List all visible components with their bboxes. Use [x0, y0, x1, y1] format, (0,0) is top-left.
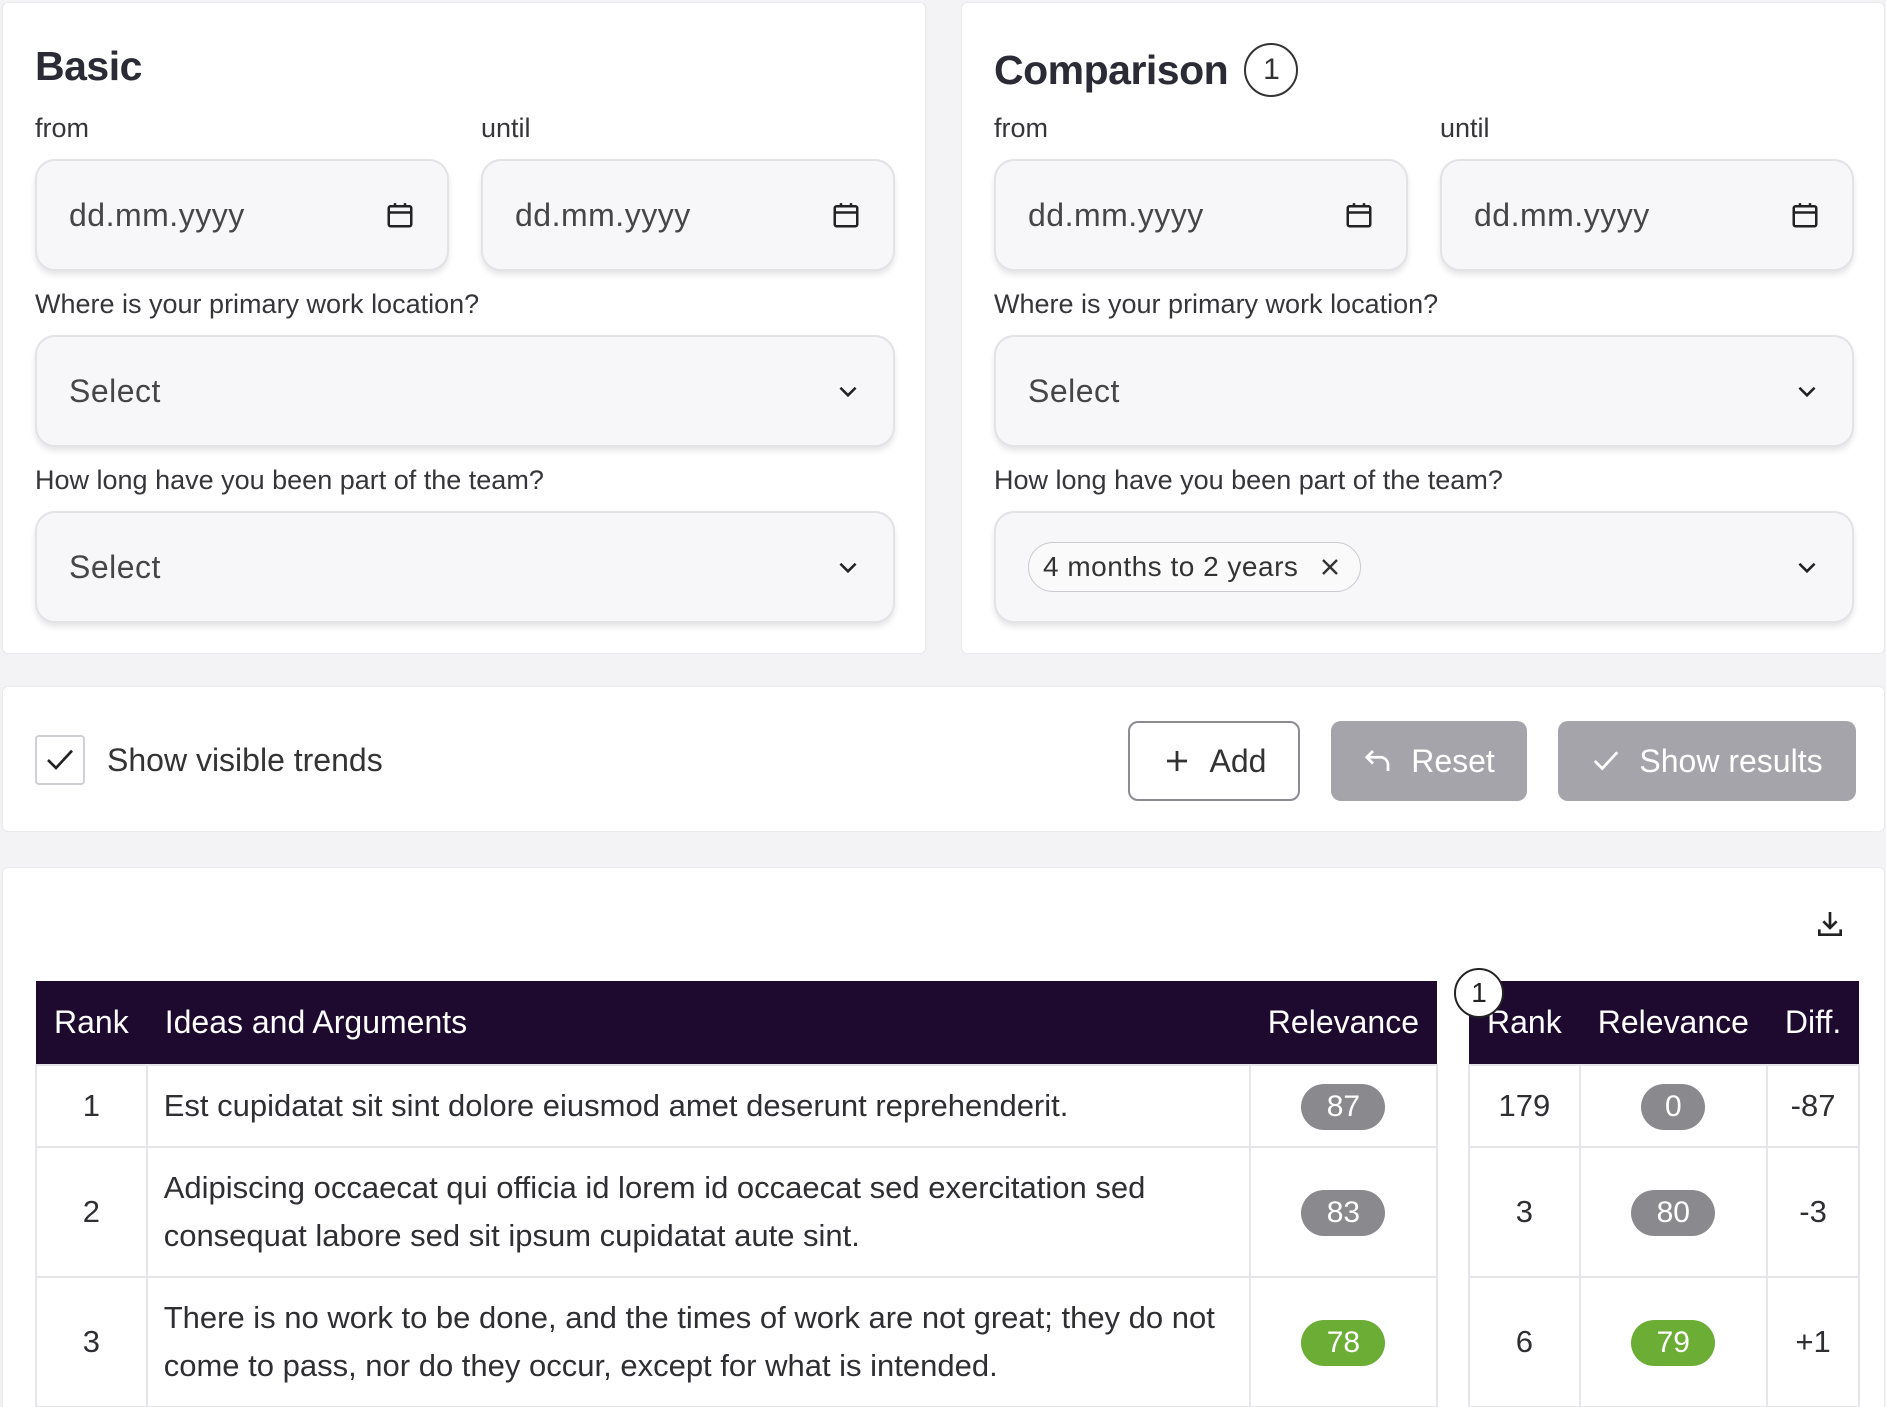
calendar-icon[interactable]: [1344, 200, 1374, 230]
reset-button-label: Reset: [1411, 742, 1495, 779]
show-results-button[interactable]: Show results: [1558, 721, 1856, 801]
from-date-input[interactable]: dd.mm.yyyy: [35, 159, 449, 271]
calendar-icon[interactable]: [1790, 200, 1820, 230]
comparison-count-badge: 1: [1244, 43, 1299, 97]
comparison-results-table: Rank Relevance Diff. 179 0 -87 3 80 -3 6…: [1468, 981, 1861, 1407]
table-row[interactable]: 1 Est cupidatat sit sint dolore eiusmod …: [35, 1064, 1439, 1148]
until-date-value: dd.mm.yyyy: [515, 196, 691, 233]
comparison-relevance-cell: 80: [1578, 1146, 1768, 1278]
idea-cell: There is no work to be done, and the tim…: [145, 1276, 1251, 1407]
table-header-row: Rank Relevance Diff.: [1469, 981, 1860, 1065]
tenure-question: How long have you been part of the team?: [35, 465, 544, 495]
comparison-tenure-select[interactable]: 4 months to 2 years: [994, 511, 1854, 623]
download-icon[interactable]: [1814, 908, 1846, 940]
comparison-rank-cell: 179: [1468, 1064, 1581, 1148]
relevance-cell: 83: [1248, 1146, 1439, 1278]
rank-cell: 2: [35, 1146, 148, 1278]
check-icon: [47, 749, 73, 770]
diff-cell: +1: [1765, 1276, 1861, 1407]
relevance-cell: 78: [1248, 1276, 1439, 1407]
table-row[interactable]: 179 0 -87: [1468, 1064, 1861, 1148]
add-button-label: Add: [1209, 742, 1267, 779]
comparison-filter-panel: Comparison 1 from until dd.mm.yyyy dd.mm…: [961, 2, 1885, 654]
comparison-location-select[interactable]: Select: [994, 335, 1854, 447]
until-date-input[interactable]: dd.mm.yyyy: [481, 159, 895, 271]
from-date-value: dd.mm.yyyy: [69, 196, 245, 233]
chevron-down-icon: [1798, 386, 1816, 398]
comparison-relevance-cell: 0: [1578, 1064, 1768, 1148]
table-row[interactable]: 3 80 -3: [1468, 1146, 1861, 1278]
diff-column-header[interactable]: Diff.: [1766, 981, 1860, 1065]
show-trends-checkbox[interactable]: [35, 735, 85, 785]
show-trends-label[interactable]: Show visible trends: [107, 742, 383, 778]
relevance-pill: 79: [1631, 1320, 1716, 1366]
relevance-pill: 83: [1301, 1190, 1386, 1236]
idea-cell: Adipiscing occaecat qui officia id lorem…: [145, 1146, 1251, 1278]
tenure-select-value: Select: [69, 548, 161, 585]
close-icon[interactable]: [1318, 555, 1342, 579]
basic-title: Basic: [35, 43, 142, 89]
rank-cell: 3: [35, 1276, 148, 1407]
comparison-from-date-input[interactable]: dd.mm.yyyy: [994, 159, 1408, 271]
diff-cell: -3: [1765, 1146, 1861, 1278]
plus-icon: [1166, 751, 1187, 771]
rank-column-header[interactable]: Rank: [36, 981, 147, 1065]
calendar-icon[interactable]: [385, 200, 415, 230]
until-date-value: dd.mm.yyyy: [1474, 196, 1650, 233]
comparison-rank-cell: 3: [1468, 1146, 1581, 1278]
relevance-cell: 87: [1248, 1064, 1439, 1148]
results-table: Rank Ideas and Arguments Relevance 1 Est…: [35, 981, 1439, 1407]
location-select[interactable]: Select: [35, 335, 895, 447]
location-select-value: Select: [1028, 372, 1120, 409]
chevron-down-icon: [839, 562, 857, 574]
tenure-question: How long have you been part of the team?: [994, 465, 1503, 495]
idea-cell: Est cupidatat sit sint dolore eiusmod am…: [145, 1064, 1251, 1148]
relevance-pill: 78: [1301, 1320, 1386, 1366]
diff-cell: -87: [1765, 1064, 1861, 1148]
results-panel: Rank Ideas and Arguments Relevance 1 Est…: [2, 867, 1885, 1407]
rank-cell: 1: [35, 1064, 148, 1148]
from-label: from: [35, 113, 89, 143]
comparison-until-date-input[interactable]: dd.mm.yyyy: [1440, 159, 1854, 271]
panel-title: Basic: [35, 43, 142, 90]
comparison-title: Comparison: [994, 46, 1229, 93]
calendar-icon[interactable]: [831, 200, 861, 230]
comparison-rank-column-header[interactable]: Rank: [1469, 981, 1580, 1065]
table-header-row: Rank Ideas and Arguments Relevance: [36, 981, 1437, 1065]
relevance-pill: 0: [1641, 1084, 1706, 1130]
chevron-down-icon: [1798, 562, 1816, 574]
comparison-relevance-cell: 79: [1578, 1276, 1768, 1407]
basic-filter-panel: Basic from until dd.mm.yyyy dd.mm.yyyy W…: [2, 2, 926, 654]
tenure-chip: 4 months to 2 years: [1028, 542, 1362, 592]
comparison-relevance-column-header[interactable]: Relevance: [1579, 981, 1767, 1065]
reset-button[interactable]: Reset: [1331, 721, 1527, 801]
tenure-select-value: 4 months to 2 years: [1028, 542, 1794, 592]
table-row[interactable]: 2 Adipiscing occaecat qui officia id lor…: [35, 1146, 1439, 1278]
from-label: from: [994, 113, 1048, 143]
actions-bar: Show visible trends Add Reset Show resul…: [2, 686, 1885, 832]
location-select-value: Select: [69, 372, 161, 409]
comparison-rank-cell: 6: [1468, 1276, 1581, 1407]
comparison-table-badge: 1: [1454, 968, 1504, 1018]
panel-title: Comparison 1: [994, 43, 1299, 97]
relevance-column-header[interactable]: Relevance: [1249, 981, 1437, 1065]
show-results-button-label: Show results: [1639, 742, 1823, 779]
from-date-value: dd.mm.yyyy: [1028, 196, 1204, 233]
location-question: Where is your primary work location?: [994, 289, 1439, 319]
check-icon: [1594, 751, 1619, 771]
ideas-column-header[interactable]: Ideas and Arguments: [146, 981, 1250, 1065]
table-row[interactable]: 6 79 +1: [1468, 1276, 1861, 1407]
add-button[interactable]: Add: [1128, 721, 1300, 801]
until-label: until: [1440, 113, 1490, 143]
tenure-select[interactable]: Select: [35, 511, 895, 623]
table-row[interactable]: 3 There is no work to be done, and the t…: [35, 1276, 1439, 1407]
relevance-pill: 87: [1301, 1084, 1386, 1130]
undo-arrow-icon: [1365, 750, 1390, 771]
relevance-pill: 80: [1631, 1190, 1716, 1236]
location-question: Where is your primary work location?: [35, 289, 480, 319]
chevron-down-icon: [839, 386, 857, 398]
tenure-chip-label: 4 months to 2 years: [1043, 551, 1299, 582]
until-label: until: [481, 113, 531, 143]
